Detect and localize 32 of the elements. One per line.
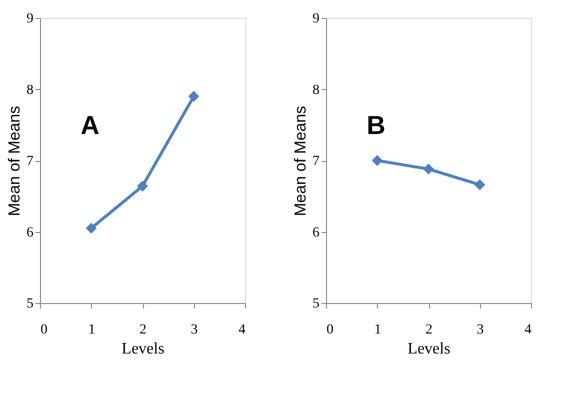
- point: [372, 155, 383, 166]
- y-tick-label: 9: [26, 12, 34, 26]
- x-tick-label: 2: [140, 322, 146, 338]
- y-tick-label: 7: [312, 154, 320, 169]
- y-tick-label: 5: [26, 296, 34, 312]
- y-axis-title: Mean of Means: [6, 106, 24, 216]
- y-tick-label: 5: [312, 296, 320, 312]
- x-tick-label: 0: [40, 322, 48, 338]
- x-tick-label: 3: [190, 322, 198, 338]
- point: [423, 164, 434, 175]
- point: [86, 222, 97, 234]
- x-tick-label: 4: [238, 322, 246, 338]
- y-axis-title: Mean of Means: [292, 106, 310, 216]
- y-tick-label: 7: [26, 154, 34, 169]
- x-tick-label: 1: [374, 322, 382, 338]
- annotation: B: [366, 110, 386, 140]
- point: [474, 179, 486, 190]
- x-tick-label: 1: [88, 322, 96, 338]
- x-axis-title: Levels: [408, 340, 450, 358]
- x-tick-label: 3: [476, 322, 484, 338]
- y-tick-label: 8: [312, 82, 320, 98]
- x-tick-label: 2: [426, 322, 432, 338]
- point: [137, 180, 148, 192]
- x-tick-label: 4: [524, 322, 532, 338]
- point: [188, 90, 200, 102]
- annotation: A: [80, 110, 100, 140]
- y-tick-label: 6: [312, 225, 320, 240]
- x-axis-title: Levels: [122, 340, 164, 358]
- x-tick-label: 0: [326, 322, 334, 338]
- y-tick-label: 6: [26, 225, 34, 240]
- y-tick-label: 9: [312, 12, 320, 26]
- y-tick-label: 8: [26, 82, 34, 98]
